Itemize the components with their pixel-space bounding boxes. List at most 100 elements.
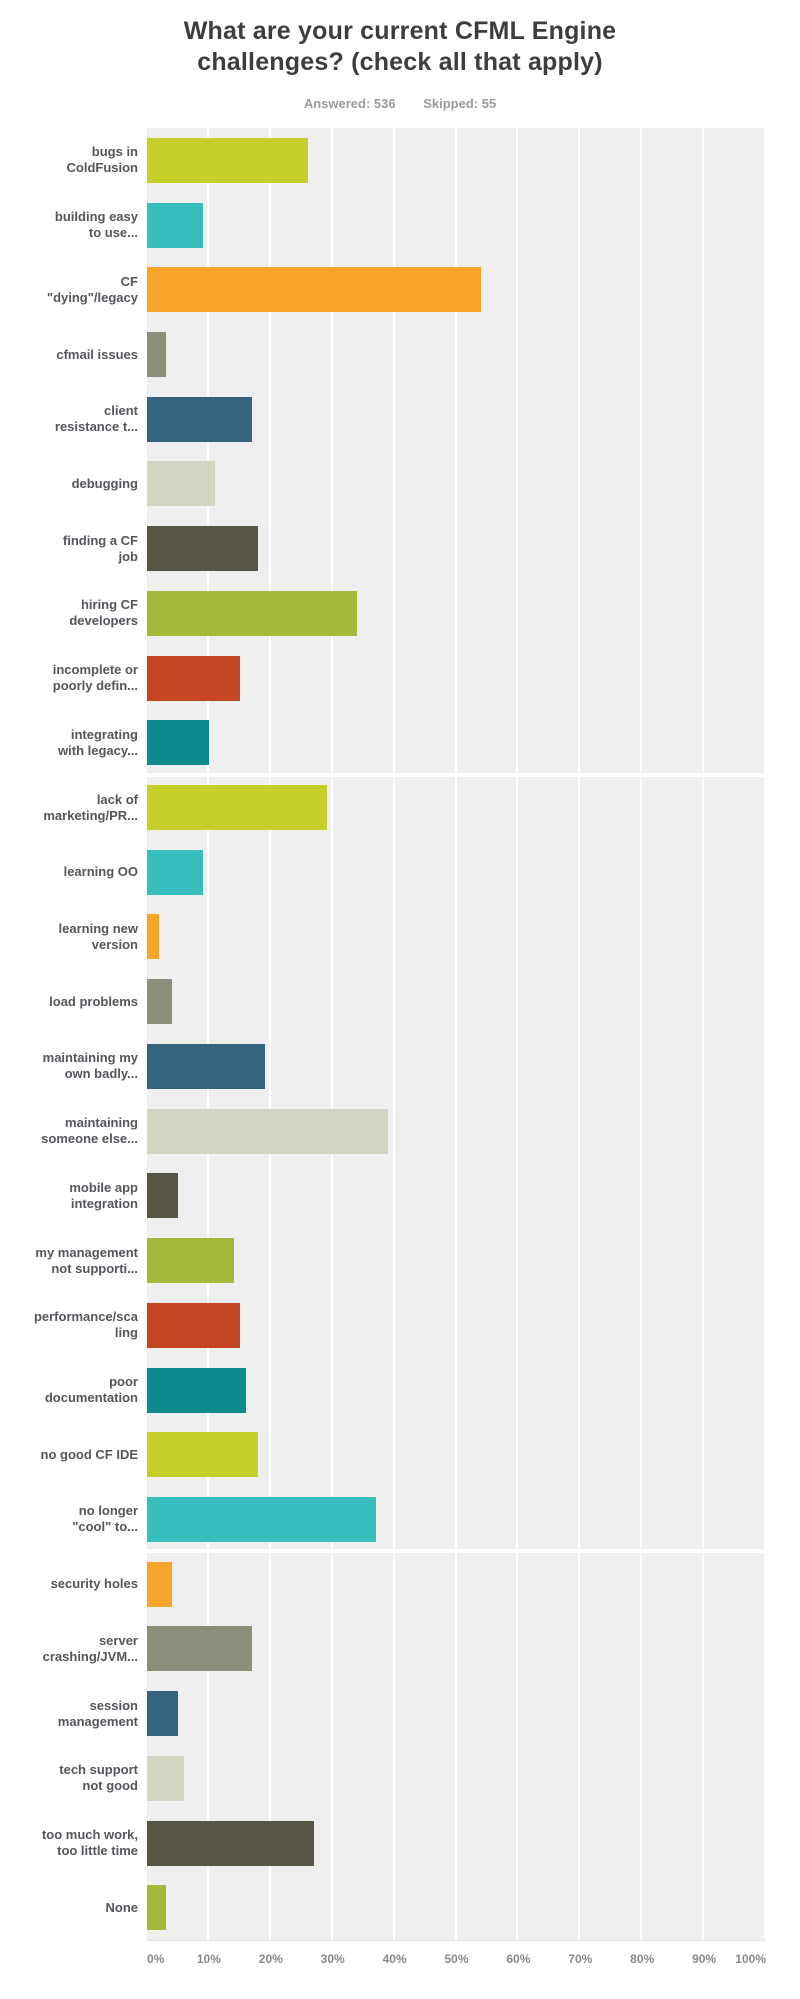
category-label: learning new version bbox=[58, 920, 138, 952]
chart-row: load problems bbox=[0, 969, 766, 1034]
category-label: no good CF IDE bbox=[40, 1446, 138, 1462]
x-tick-90: 90% bbox=[692, 1952, 717, 1966]
category-label: hiring CF developers bbox=[69, 597, 138, 629]
chart-row: None bbox=[0, 1875, 766, 1940]
bar-track bbox=[147, 1367, 766, 1413]
bar-23[interactable] bbox=[147, 1561, 172, 1607]
gridline-70 bbox=[578, 128, 581, 1940]
bar-9[interactable] bbox=[147, 655, 240, 701]
chart-row: incomplete or poorly defin... bbox=[0, 646, 766, 711]
category-label: server crashing/JVM... bbox=[42, 1632, 138, 1664]
bar-track bbox=[147, 202, 766, 248]
category-label: session management bbox=[57, 1697, 138, 1729]
category-label: finding a CF job bbox=[62, 532, 138, 564]
bar-track bbox=[147, 1108, 766, 1154]
bar-28[interactable] bbox=[147, 1885, 166, 1931]
bar-21[interactable] bbox=[147, 1432, 259, 1478]
bar-track bbox=[147, 979, 766, 1025]
x-tick-40: 40% bbox=[382, 1952, 407, 1966]
bar-14[interactable] bbox=[147, 979, 172, 1025]
gridline-90 bbox=[702, 128, 705, 1940]
bar-track bbox=[147, 267, 766, 313]
bar-15[interactable] bbox=[147, 1043, 265, 1089]
x-tick-20: 20% bbox=[258, 1952, 283, 1966]
x-tick-0: 0% bbox=[147, 1952, 165, 1966]
bar-27[interactable] bbox=[147, 1820, 315, 1866]
bar-track bbox=[147, 526, 766, 572]
chart-row: debugging bbox=[0, 452, 766, 517]
bar-19[interactable] bbox=[147, 1302, 240, 1348]
bar-26[interactable] bbox=[147, 1755, 185, 1801]
chart-row: learning new version bbox=[0, 905, 766, 970]
bar-3[interactable] bbox=[147, 267, 482, 313]
category-label: maintaining someone else... bbox=[41, 1115, 138, 1147]
x-axis: 0% 10% 20% 30% 40% 50% 60% 70% 80% 90% 100% bbox=[147, 1952, 766, 1968]
category-label: learning OO bbox=[63, 864, 138, 880]
bar-track bbox=[147, 1691, 766, 1737]
bar-4[interactable] bbox=[147, 332, 166, 378]
bar-2[interactable] bbox=[147, 202, 203, 248]
gridline-30 bbox=[330, 128, 333, 1940]
category-label: bugs in ColdFusion bbox=[66, 144, 139, 176]
bar-11[interactable] bbox=[147, 785, 327, 831]
category-label: debugging bbox=[71, 475, 138, 491]
bar-1[interactable] bbox=[147, 137, 308, 183]
gridline-10 bbox=[206, 128, 209, 1940]
bar-track bbox=[147, 396, 766, 442]
category-label: incomplete or poorly defin... bbox=[52, 662, 138, 694]
chart-row: maintaining someone else... bbox=[0, 1099, 766, 1164]
category-label: tech support not good bbox=[59, 1762, 138, 1794]
bar-12[interactable] bbox=[147, 849, 203, 895]
category-label: client resistance t... bbox=[54, 403, 138, 435]
gridline-100 bbox=[764, 128, 766, 1940]
bar-5[interactable] bbox=[147, 396, 253, 442]
category-label: integrating with legacy... bbox=[58, 726, 138, 758]
chart-title: What are your current CFML Engine challe… bbox=[183, 17, 617, 76]
gridline-80 bbox=[640, 128, 643, 1940]
bar-track bbox=[147, 137, 766, 183]
bar-track bbox=[147, 914, 766, 960]
chart-row: my management not supporti... bbox=[0, 1228, 766, 1293]
bar-16[interactable] bbox=[147, 1108, 389, 1154]
bar-24[interactable] bbox=[147, 1626, 253, 1672]
chart-row: maintaining my own badly... bbox=[0, 1034, 766, 1099]
x-tick-70: 70% bbox=[568, 1952, 593, 1966]
chart-rows: bugs in ColdFusion building easy to use..… bbox=[0, 128, 766, 1940]
chart-stats: Answered: 536 Skipped: 55 bbox=[0, 96, 800, 111]
bar-track bbox=[147, 849, 766, 895]
bar-track bbox=[147, 1885, 766, 1931]
chart-row: bugs in ColdFusion bbox=[0, 128, 766, 193]
bar-25[interactable] bbox=[147, 1691, 178, 1737]
x-tick-30: 30% bbox=[320, 1952, 345, 1966]
bar-6[interactable] bbox=[147, 461, 216, 507]
gridline-60 bbox=[516, 128, 519, 1940]
bar-17[interactable] bbox=[147, 1173, 178, 1219]
skipped-count: Skipped: 55 bbox=[423, 96, 497, 111]
bar-track bbox=[147, 1626, 766, 1672]
category-label: cfmail issues bbox=[56, 346, 138, 362]
category-label: no longer "cool" to... bbox=[72, 1503, 138, 1535]
chart-row: building easy to use... bbox=[0, 193, 766, 258]
bar-track bbox=[147, 1043, 766, 1089]
bar-track bbox=[147, 332, 766, 378]
bar-track bbox=[147, 1561, 766, 1607]
x-tick-100: 100% bbox=[735, 1952, 766, 1966]
chart-row: server crashing/JVM... bbox=[0, 1617, 766, 1682]
bar-track bbox=[147, 461, 766, 507]
category-label: too much work, too little time bbox=[41, 1827, 138, 1859]
stitch-seam bbox=[145, 1549, 768, 1553]
gridline-50 bbox=[454, 128, 457, 1940]
chart-row: integrating with legacy... bbox=[0, 710, 766, 775]
bar-track bbox=[147, 655, 766, 701]
bar-7[interactable] bbox=[147, 526, 259, 572]
bar-20[interactable] bbox=[147, 1367, 247, 1413]
bar-8[interactable] bbox=[147, 590, 358, 636]
bar-chart: bugs in ColdFusion building easy to use..… bbox=[0, 128, 768, 1941]
bar-13[interactable] bbox=[147, 914, 160, 960]
bar-track bbox=[147, 785, 766, 831]
bar-18[interactable] bbox=[147, 1238, 234, 1284]
bar-22[interactable] bbox=[147, 1496, 377, 1542]
bar-10[interactable] bbox=[147, 720, 209, 766]
chart-row: mobile app integration bbox=[0, 1164, 766, 1229]
chart-row: performance/sca ling bbox=[0, 1293, 766, 1358]
